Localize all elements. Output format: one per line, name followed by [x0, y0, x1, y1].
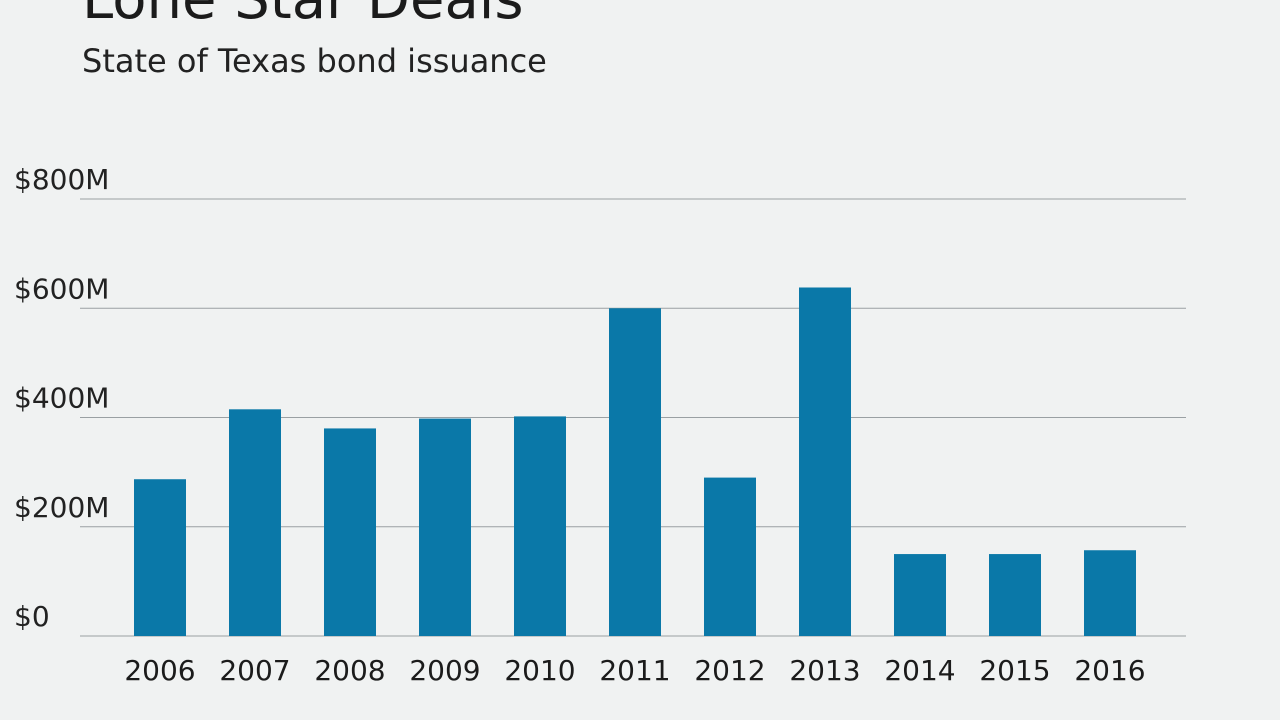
x-tick-label: 2010 — [504, 654, 575, 687]
bar-2006 — [134, 479, 186, 636]
bar-2014 — [894, 554, 946, 636]
y-tick-label: $800M — [14, 163, 109, 196]
x-tick-label: 2008 — [314, 654, 385, 687]
bar-2015 — [989, 554, 1041, 636]
y-tick-label: $200M — [14, 491, 109, 524]
y-tick-label: $0 — [14, 600, 50, 633]
bar-2016 — [1084, 550, 1136, 636]
x-tick-label: 2007 — [219, 654, 290, 687]
bar-2008 — [324, 428, 376, 636]
x-tick-label: 2016 — [1074, 654, 1145, 687]
x-tick-label: 2013 — [789, 654, 860, 687]
x-tick-label: 2009 — [409, 654, 480, 687]
y-tick-label: $600M — [14, 272, 109, 305]
x-tick-label: 2015 — [979, 654, 1050, 687]
y-tick-label: $400M — [14, 382, 109, 415]
chart-subtitle: State of Texas bond issuance — [82, 42, 547, 80]
bar-2011 — [609, 308, 661, 636]
bar-2013 — [799, 287, 851, 636]
x-tick-label: 2012 — [694, 654, 765, 687]
x-tick-label: 2006 — [124, 654, 195, 687]
bar-2007 — [229, 409, 281, 636]
chart-title: Lone Star Deals — [82, 0, 524, 28]
x-tick-label: 2011 — [599, 654, 670, 687]
bar-2010 — [514, 416, 566, 636]
bar-2012 — [704, 477, 756, 636]
bar-2009 — [419, 418, 471, 636]
x-tick-label: 2014 — [884, 654, 955, 687]
